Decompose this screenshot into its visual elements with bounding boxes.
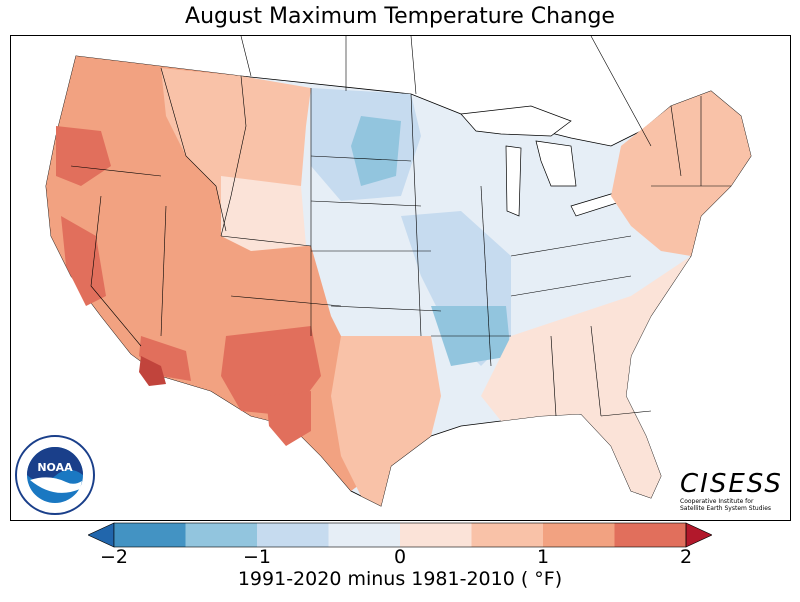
region-wyoming-pale bbox=[221, 176, 306, 251]
colorbar-tick-label: −2 bbox=[99, 546, 129, 568]
lake-michigan bbox=[505, 145, 522, 217]
cisess-subtitle-2: Satellite Earth System Studies bbox=[680, 505, 772, 512]
region-central-valley bbox=[61, 216, 106, 306]
colorbar-tick-label: 2 bbox=[679, 546, 693, 568]
region-southeast-pale bbox=[481, 256, 691, 498]
colorbar-segment bbox=[543, 523, 615, 547]
colorbar-segment bbox=[614, 523, 687, 547]
noaa-logo: NOAA bbox=[14, 434, 96, 516]
colorbar-label: 1991-2020 minus 1981-2010 ( °F) bbox=[237, 568, 563, 590]
region-texas-east bbox=[331, 336, 441, 506]
colorbar-tick-label: 1 bbox=[536, 546, 550, 568]
region-socal-hot bbox=[139, 356, 166, 386]
colorbar-segment bbox=[328, 523, 401, 547]
colorbar-segment bbox=[185, 523, 258, 547]
cisess-logo: CISESS Cooperative Institute for Satelli… bbox=[680, 469, 783, 512]
lake-huron bbox=[535, 140, 577, 187]
cisess-subtitle-1: Cooperative Institute for bbox=[680, 498, 754, 505]
colorbar-extend-high bbox=[685, 522, 712, 548]
lake-superior bbox=[460, 105, 572, 137]
temperature-map bbox=[10, 35, 791, 521]
colorbar-tick-label: −1 bbox=[242, 546, 272, 568]
colorbar-frame bbox=[113, 522, 687, 548]
colorbar bbox=[88, 522, 712, 548]
region-oregon-hot bbox=[56, 126, 111, 186]
colorbar-segment bbox=[471, 523, 544, 547]
cisess-wordmark: CISESS bbox=[680, 469, 783, 499]
colorbar-extend-low bbox=[88, 522, 115, 548]
colorbar-segment bbox=[114, 523, 186, 547]
map-canvas bbox=[11, 36, 790, 520]
map-title: August Maximum Temperature Change bbox=[185, 4, 615, 29]
region-dakotas-core bbox=[351, 116, 401, 186]
colorbar-segment bbox=[400, 523, 472, 547]
noaa-logo-text: NOAA bbox=[37, 461, 73, 474]
region-northeast-warm bbox=[611, 91, 751, 256]
colorbar-segment bbox=[257, 523, 329, 547]
region-west-texas-hot bbox=[266, 391, 311, 446]
region-southern-arizona bbox=[139, 336, 191, 381]
state-boundaries bbox=[70, 36, 731, 417]
colorbar-tick-label: 0 bbox=[393, 546, 407, 568]
